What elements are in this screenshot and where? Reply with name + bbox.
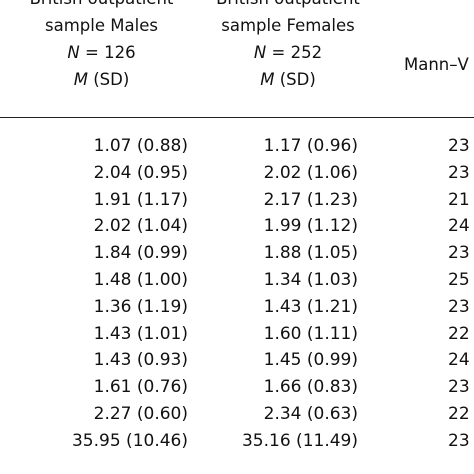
table-row: 2.02 (1.04) 1.99 (1.12) 24 bbox=[0, 213, 474, 239]
mean-symbol: M bbox=[73, 70, 88, 89]
cell-females: 1.60 (1.11) bbox=[263, 323, 358, 344]
cell-females: 2.34 (0.63) bbox=[263, 404, 358, 424]
cell-mann-whitney: 22 bbox=[448, 323, 470, 344]
table-row: 1.36 (1.19) 1.43 (1.21) 23 bbox=[0, 294, 474, 320]
table-row: 1.48 (1.00) 1.34 (1.03) 25 bbox=[0, 267, 474, 293]
header-females-line1: British outpatient bbox=[203, 0, 373, 12]
cell-females: 1.99 (1.12) bbox=[263, 216, 358, 237]
table-row: 2.04 (0.95) 2.02 (1.06) 23 bbox=[0, 160, 474, 186]
cell-females: 1.45 (0.99) bbox=[263, 350, 358, 371]
table-row: 1.61 (0.76) 1.66 (0.83) 23 bbox=[0, 374, 474, 400]
table-row: 1.07 (0.88) 1.17 (0.96) 23 bbox=[0, 133, 474, 159]
cell-females: 1.43 (1.21) bbox=[263, 296, 358, 317]
cell-males: 35.95 (10.46) bbox=[71, 430, 188, 451]
cell-mann-whitney: 21 bbox=[448, 189, 470, 210]
sd-label: (SD) bbox=[274, 70, 316, 89]
table-row: 1.43 (0.93) 1.45 (0.99) 24 bbox=[0, 347, 474, 373]
header-males-column: British outpatient sample Males N = 126 … bbox=[0, 0, 203, 93]
cell-mann-whitney: 24 bbox=[448, 216, 470, 237]
table-row: 1.43 (1.01) 1.60 (1.11) 22 bbox=[0, 321, 474, 347]
cell-females: 1.34 (1.03) bbox=[263, 270, 358, 290]
header-males-line2: sample Males bbox=[45, 16, 158, 35]
table-row: 2.27 (0.60) 2.34 (0.63) 22 bbox=[0, 401, 474, 427]
cell-females: 2.02 (1.06) bbox=[263, 162, 358, 183]
cell-males: 1.43 (1.01) bbox=[93, 323, 188, 344]
cell-mann-whitney: 23 bbox=[448, 162, 470, 183]
cell-males: 1.36 (1.19) bbox=[93, 296, 188, 317]
cell-males: 1.43 (0.93) bbox=[93, 350, 188, 371]
cell-mann-whitney: 23 bbox=[448, 377, 470, 398]
cell-females: 1.88 (1.05) bbox=[263, 243, 358, 264]
cell-males: 2.27 (0.60) bbox=[93, 404, 188, 424]
cell-mann-whitney: 23 bbox=[448, 136, 470, 156]
header-females-column: British outpatient sample Females N = 25… bbox=[203, 0, 373, 93]
cell-males: 1.48 (1.00) bbox=[93, 270, 188, 290]
cell-mann-whitney: 25 bbox=[448, 270, 470, 290]
header-females-line2: sample Females bbox=[221, 16, 355, 35]
cell-mann-whitney: 22 bbox=[448, 404, 470, 424]
table-row: 1.91 (1.17) 2.17 (1.23) 21 bbox=[0, 187, 474, 213]
n-value: = 126 bbox=[79, 43, 136, 62]
cell-females: 2.17 (1.23) bbox=[263, 189, 358, 210]
mean-symbol: M bbox=[260, 70, 275, 89]
n-symbol: N bbox=[253, 43, 267, 62]
cell-males: 1.91 (1.17) bbox=[93, 189, 188, 210]
cell-mann-whitney: 24 bbox=[448, 350, 470, 371]
cell-males: 1.07 (0.88) bbox=[93, 136, 188, 156]
sd-label: (SD) bbox=[87, 70, 130, 89]
table-row: 35.95 (10.46) 35.16 (11.49) 23 bbox=[0, 428, 474, 454]
table-row: 1.84 (0.99) 1.88 (1.05) 23 bbox=[0, 240, 474, 266]
cell-females: 35.16 (11.49) bbox=[241, 430, 358, 451]
header-females-stat: M (SD) bbox=[203, 66, 373, 93]
header-females-n: N = 252 bbox=[203, 39, 373, 66]
cell-females: 1.66 (0.83) bbox=[263, 377, 358, 398]
header-males-stat: M (SD) bbox=[0, 66, 203, 93]
cell-mann-whitney: 23 bbox=[448, 430, 470, 451]
cell-males: 2.04 (0.95) bbox=[93, 162, 188, 183]
n-symbol: N bbox=[67, 43, 80, 62]
n-value: = 252 bbox=[266, 43, 323, 62]
cell-males: 1.84 (0.99) bbox=[93, 243, 188, 264]
header-mann-whitney: Mann–V bbox=[404, 55, 469, 74]
cell-mann-whitney: 23 bbox=[448, 243, 470, 264]
cell-males: 1.61 (0.76) bbox=[93, 377, 188, 398]
header-rule bbox=[0, 117, 474, 118]
cell-mann-whitney: 23 bbox=[448, 296, 470, 317]
header-males-line1: British outpatient bbox=[0, 0, 203, 12]
header-males-n: N = 126 bbox=[0, 39, 203, 66]
cell-males: 2.02 (1.04) bbox=[93, 216, 188, 237]
cell-females: 1.17 (0.96) bbox=[263, 136, 358, 156]
